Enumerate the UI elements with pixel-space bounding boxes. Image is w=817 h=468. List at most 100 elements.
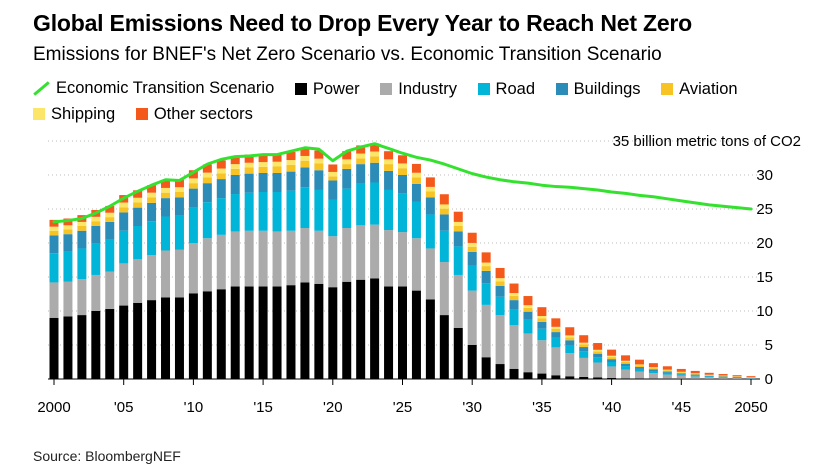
bar-segment bbox=[314, 150, 324, 159]
bar-segment bbox=[119, 263, 129, 306]
bar-segment bbox=[634, 365, 644, 368]
bar-segment bbox=[258, 172, 268, 192]
bar-segment bbox=[188, 293, 198, 379]
bar-segment bbox=[119, 202, 129, 208]
bar-segment bbox=[202, 291, 212, 379]
bar-segment bbox=[105, 205, 115, 213]
bar-segment bbox=[370, 156, 380, 163]
bar-segment bbox=[356, 225, 366, 280]
bar-segment bbox=[188, 243, 198, 294]
bar-segment bbox=[244, 167, 254, 174]
x-tick-label: '35 bbox=[532, 399, 552, 416]
x-tick-label: '20 bbox=[323, 399, 343, 416]
legend-item-industry: Industry bbox=[380, 77, 457, 101]
bar-segment bbox=[481, 304, 491, 358]
bar-segment bbox=[174, 192, 184, 198]
bar-segment bbox=[704, 377, 714, 379]
bar-segment bbox=[230, 164, 240, 169]
bar-segment bbox=[634, 371, 644, 379]
bar-segment bbox=[467, 290, 477, 345]
bar-segment bbox=[746, 378, 756, 379]
economic-transition-line bbox=[52, 142, 753, 224]
bar-segment bbox=[398, 163, 407, 169]
bar-segment bbox=[216, 179, 226, 199]
y-tick-label: 25 bbox=[756, 201, 773, 218]
bar-segment bbox=[509, 296, 519, 301]
bar-segment bbox=[119, 230, 129, 264]
bar-segment bbox=[356, 153, 366, 159]
bar-segment bbox=[105, 217, 115, 222]
legend-label: Aviation bbox=[679, 80, 738, 98]
bar-segment bbox=[63, 316, 73, 379]
bar-segment bbox=[174, 249, 184, 298]
bar-segment bbox=[300, 187, 310, 229]
bar-segment bbox=[439, 230, 449, 263]
bar-segment bbox=[648, 369, 658, 371]
bar-segment bbox=[718, 375, 728, 377]
bar-segment bbox=[495, 278, 505, 282]
chart-title: Global Emissions Need to Drop Every Year… bbox=[33, 10, 693, 36]
bar-segment bbox=[634, 364, 644, 366]
bar-segment bbox=[732, 376, 742, 377]
bar-segment bbox=[662, 366, 672, 370]
bar-segment bbox=[551, 329, 561, 333]
bar-segment bbox=[258, 166, 268, 173]
legend: Economic Transition Scenario Power Indus… bbox=[33, 76, 793, 127]
bar-segment bbox=[607, 355, 617, 358]
bar-segment bbox=[537, 316, 547, 319]
bar-segment bbox=[328, 164, 338, 172]
bar-segment bbox=[161, 180, 171, 188]
bar-segment bbox=[690, 373, 700, 374]
x-tick-label: '05 bbox=[114, 399, 134, 416]
bar-segment bbox=[230, 286, 240, 379]
bar-segment bbox=[439, 315, 449, 379]
bar-segment bbox=[370, 224, 380, 279]
bar-segment bbox=[314, 158, 324, 164]
bar-segment bbox=[425, 248, 435, 300]
legend-label: Shipping bbox=[51, 105, 116, 123]
bar-segment bbox=[746, 377, 756, 379]
bar-segment bbox=[607, 349, 617, 356]
bar-segment bbox=[342, 164, 352, 169]
bar-segment bbox=[216, 168, 226, 174]
bar-segment bbox=[621, 360, 631, 362]
bar-segment bbox=[314, 170, 324, 190]
bar-segment bbox=[49, 230, 59, 236]
bar-segment bbox=[746, 377, 756, 379]
bar-segment bbox=[300, 147, 310, 156]
bar-segment bbox=[258, 230, 268, 287]
bar-segment bbox=[551, 326, 561, 330]
bar-segment bbox=[732, 376, 742, 378]
bar-segment bbox=[509, 283, 519, 294]
bar-segment bbox=[286, 160, 296, 165]
bar-segment bbox=[328, 236, 338, 288]
bar-segment bbox=[579, 351, 589, 358]
bar-segment bbox=[718, 377, 728, 379]
bar-segment bbox=[453, 211, 463, 222]
bar-segment bbox=[662, 374, 672, 379]
bar-segment bbox=[91, 243, 101, 275]
bar-segment bbox=[718, 376, 728, 378]
bar-segment bbox=[63, 251, 73, 282]
y-axis-ticks: 0 5 10 15 20 25 30 bbox=[756, 167, 773, 388]
bar-segment bbox=[593, 343, 603, 350]
bar-segment bbox=[342, 151, 352, 160]
bar-segment bbox=[77, 248, 87, 280]
bar-segment bbox=[147, 185, 157, 193]
x-axis-ticks: 2000 '05 '10 '15 '20 '25 '30 '35 '40 '45 2050 bbox=[37, 379, 768, 416]
bar-segment bbox=[481, 252, 491, 263]
bar-segment bbox=[105, 239, 115, 272]
bar-segment bbox=[342, 188, 352, 229]
bar-segment bbox=[425, 191, 435, 198]
y-axis-unit-label: 35 billion metric tons of CO2 bbox=[613, 133, 801, 150]
bar-segment bbox=[398, 175, 407, 194]
legend-swatch bbox=[661, 83, 674, 95]
bar-segment bbox=[676, 373, 686, 375]
bar-segment bbox=[621, 355, 631, 361]
economic-transition-line-path bbox=[52, 142, 753, 224]
chart-subtitle: Emissions for BNEF's Net Zero Scenario v… bbox=[33, 44, 662, 65]
bar-segment bbox=[174, 187, 184, 192]
bar-segment bbox=[676, 372, 686, 374]
bar-segment bbox=[258, 162, 268, 167]
bar-segment bbox=[551, 337, 561, 348]
